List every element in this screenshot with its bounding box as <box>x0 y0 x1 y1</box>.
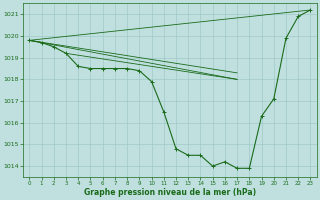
X-axis label: Graphe pression niveau de la mer (hPa): Graphe pression niveau de la mer (hPa) <box>84 188 256 197</box>
